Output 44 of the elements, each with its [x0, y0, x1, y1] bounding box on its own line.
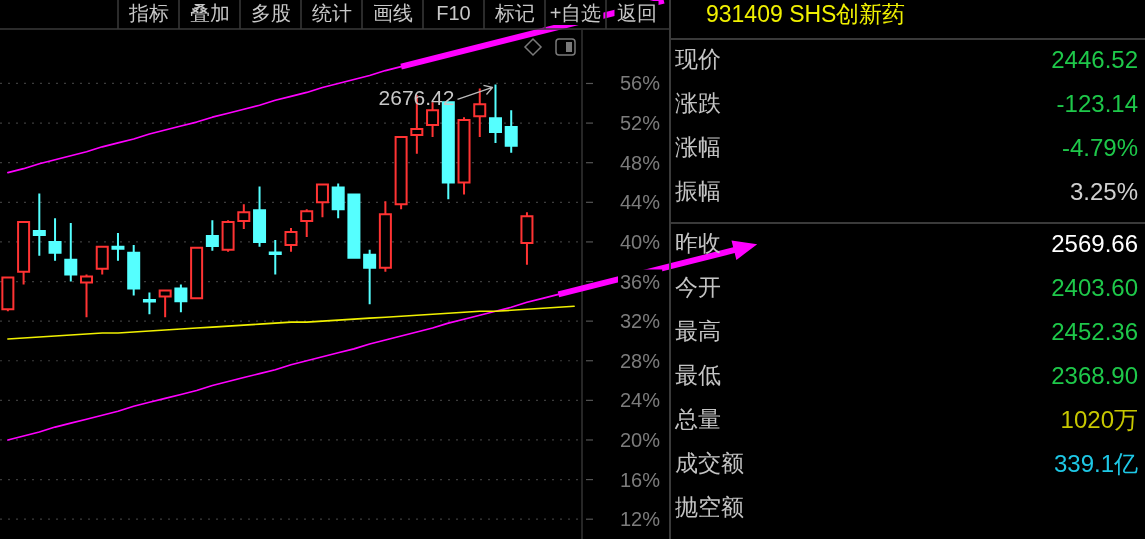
category-label: 返回 [616, 2, 657, 24]
y-tick-label: 44% [619, 191, 661, 214]
category-label: 总量 [674, 406, 721, 432]
category-label: 抛空额 [675, 494, 744, 520]
text: -4.79% [1061, 133, 1138, 161]
text: 3.25% [1069, 177, 1138, 205]
y-tick-label: 20% [619, 428, 661, 451]
category-label: 昨收 [675, 230, 721, 256]
text: -123.14 [1056, 89, 1138, 117]
category-label: 现价 [675, 46, 721, 72]
y-tick-label: 28% [619, 349, 661, 372]
text: 2368.90 [1051, 361, 1138, 389]
text: 931409 SHS创新药 [706, 1, 906, 27]
y-tick-label: 40% [619, 230, 661, 253]
y-tick-label: 56% [619, 72, 661, 95]
text: 2569.66 [1051, 229, 1138, 257]
y-tick-label: 12% [619, 508, 661, 531]
y-tick-label: 52% [619, 112, 661, 135]
category-label: 涨跌 [675, 90, 721, 116]
category-label: 最高 [675, 318, 721, 344]
y-tick-label: 16% [619, 468, 661, 491]
category-label: 多股 [250, 2, 291, 24]
category-label: 画线 [372, 2, 413, 24]
text: 339.1亿 [1053, 449, 1138, 477]
category-label: 最低 [675, 362, 721, 388]
category-label: 今开 [675, 274, 721, 300]
category-label: 统计 [311, 2, 352, 24]
y-tick-label: 48% [619, 151, 661, 174]
category-label: 振幅 [675, 178, 721, 204]
y-tick-label: 36% [619, 270, 661, 293]
category-label: 涨幅 [675, 134, 721, 160]
category-label: +自选 [549, 2, 602, 24]
category-label: 成交额 [675, 450, 744, 476]
text: 1020万 [1060, 405, 1138, 433]
text: 2452.36 [1051, 317, 1138, 345]
category-label: F10 [436, 2, 471, 24]
text: 2403.60 [1051, 273, 1138, 301]
category-label: 标记 [493, 2, 535, 24]
category-label: 指标 [127, 2, 169, 24]
text: 2446.52 [1051, 45, 1138, 73]
y-tick-label: 32% [619, 310, 661, 333]
annotation: 2676.42 [378, 85, 455, 109]
category-label: 叠加 [189, 2, 230, 24]
y-tick-label: 24% [619, 389, 661, 412]
